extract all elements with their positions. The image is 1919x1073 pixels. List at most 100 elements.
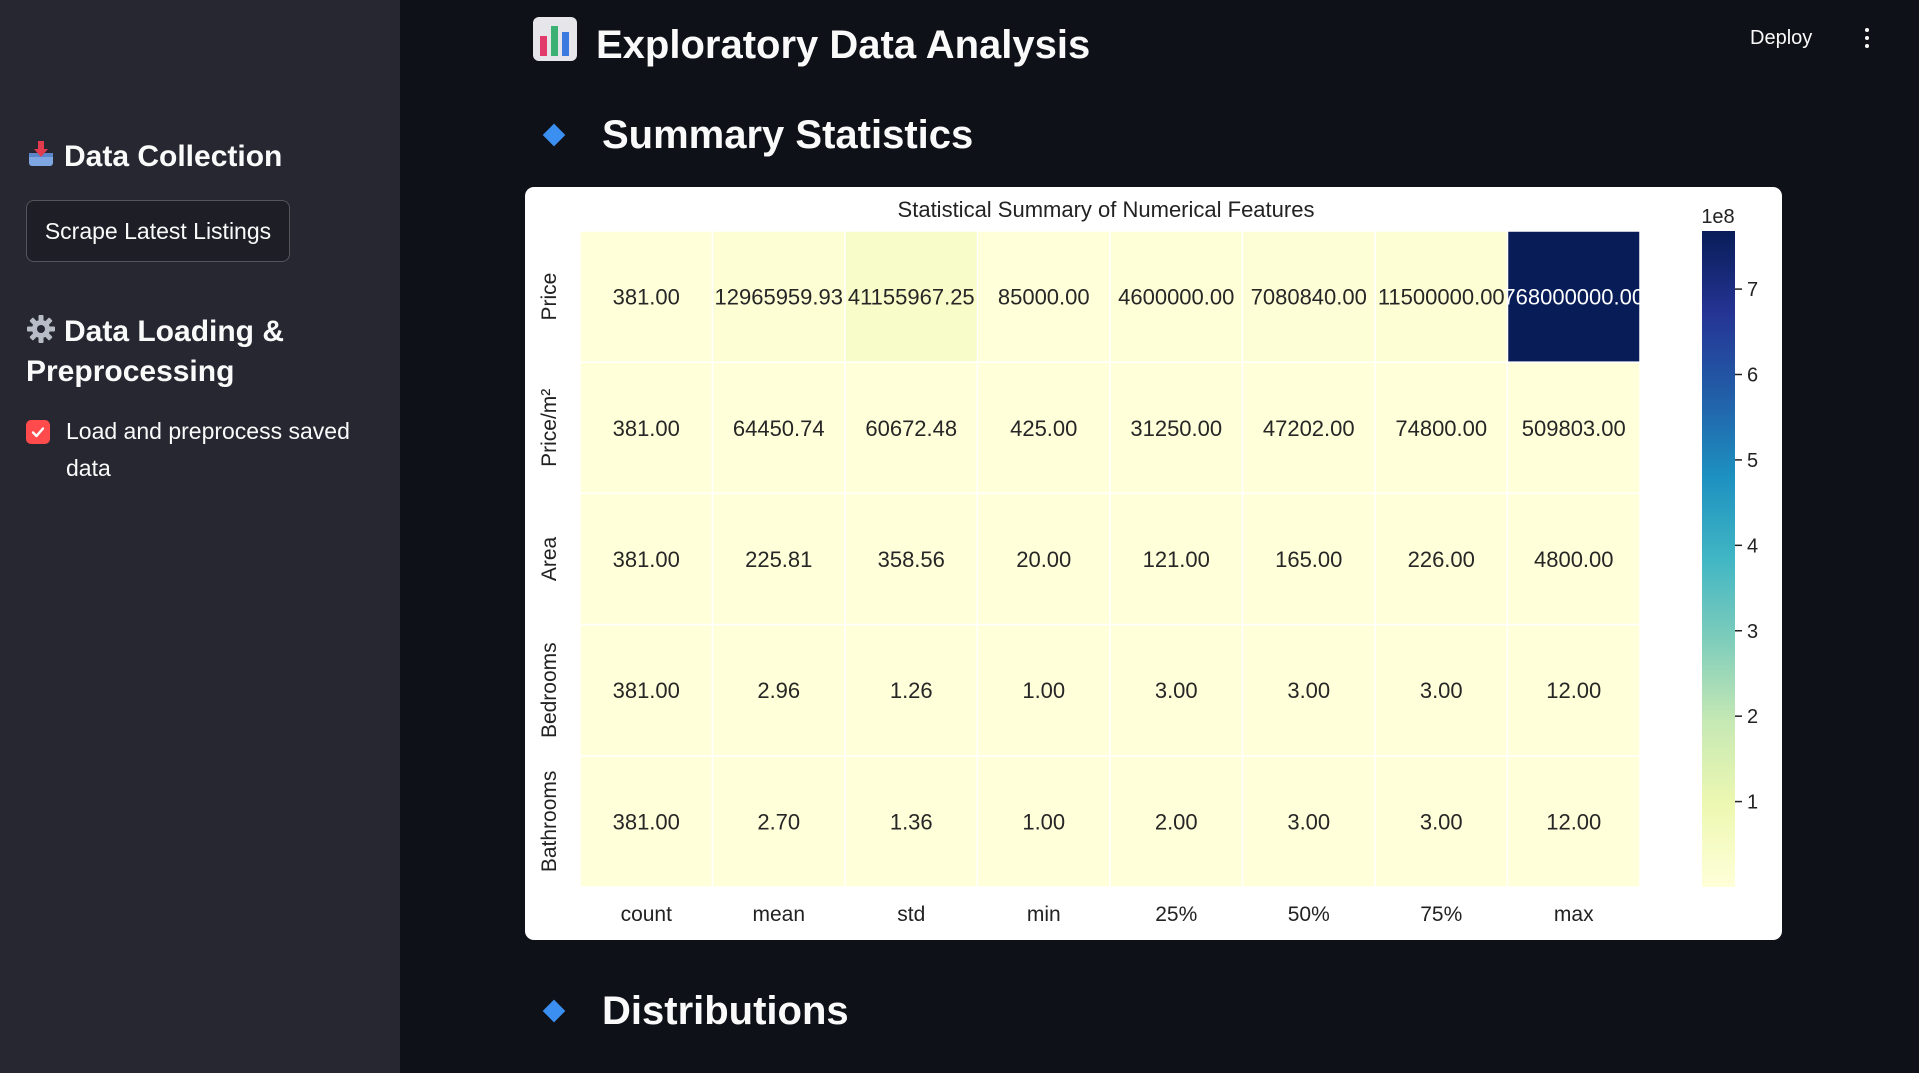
heatmap-cell	[711, 623, 846, 757]
load-preprocess-checkbox[interactable]	[26, 420, 50, 444]
heatmap-cell	[1506, 231, 1640, 363]
heatmap-cell-label: 74800.00	[1395, 416, 1487, 441]
scrape-button-label: Scrape Latest Listings	[44, 217, 272, 244]
heatmap-cell	[1241, 623, 1376, 757]
bar-chart-icon	[532, 16, 578, 73]
heatmap-cell-label: 3.00	[1155, 678, 1198, 703]
heatmap-cell-label: 3.00	[1420, 809, 1463, 834]
checkmark-icon	[31, 427, 45, 438]
colorbar-tick-label: 4	[1747, 535, 1758, 557]
colorbar-tick-label: 7	[1747, 279, 1758, 301]
heatmap-cell	[1109, 755, 1244, 887]
column-label: std	[897, 903, 925, 926]
row-label: Area	[538, 537, 561, 582]
heatmap-cell-label: 12965959.93	[715, 285, 843, 310]
heatmap-cell-label: 381.00	[613, 678, 680, 703]
diamond-icon	[542, 999, 566, 1023]
heatmap-cell-label: 1.00	[1022, 809, 1065, 834]
heatmap-cell	[1374, 492, 1509, 626]
column-label: count	[621, 903, 673, 926]
heatmap-cell	[711, 231, 846, 363]
heatmap-cell	[976, 755, 1111, 887]
column-label: 25%	[1155, 903, 1197, 926]
data-loading-title-line1: Data Loading &	[64, 315, 285, 348]
heatmap-cell-label: 4600000.00	[1118, 285, 1234, 310]
heatmap-cell-label: 425.00	[1010, 416, 1077, 441]
heatmap-cell	[1506, 492, 1640, 626]
heatmap-cell-label: 381.00	[613, 416, 680, 441]
row-label: Bathrooms	[538, 771, 561, 873]
summary-statistics-title: Summary Statistics	[602, 113, 974, 157]
heatmap-cell-label: 2.96	[757, 678, 800, 703]
heatmap-cell-label: 12.00	[1546, 809, 1601, 834]
heatmap-cell-label: 226.00	[1408, 547, 1475, 572]
heatmap-cell-label: 768000000.00	[1503, 285, 1644, 310]
heatmap-cell	[1374, 231, 1509, 363]
checkbox-label-line2: data	[66, 455, 111, 481]
heatmap-cell-label: 85000.00	[998, 285, 1090, 310]
heatmap-cell-label: 7080840.00	[1251, 285, 1367, 310]
colorbar-multiplier: 1e8	[1701, 206, 1734, 228]
heatmap-cell	[1109, 492, 1244, 626]
heatmap-cell-label: 121.00	[1143, 547, 1210, 572]
data-collection-header: Data Collection	[26, 138, 282, 178]
deploy-button[interactable]: Deploy	[1750, 27, 1813, 49]
chart-title: Statistical Summary of Numerical Feature…	[898, 197, 1315, 222]
summary-statistics-heading: Summary Statistics	[542, 111, 973, 159]
heatmap-cell-label: 41155967.25	[848, 285, 975, 310]
gear-icon	[26, 314, 56, 353]
heatmap-cell	[1374, 361, 1509, 495]
distributions-title: Distributions	[602, 989, 849, 1033]
main-menu-icon[interactable]	[1862, 28, 1872, 54]
heatmap-cell	[1241, 492, 1376, 626]
heatmap-cell-label: 358.56	[878, 547, 945, 572]
data-loading-title-line2: Preprocessing	[26, 354, 235, 388]
heatmap-cell	[1506, 361, 1640, 495]
heatmap-cell-label: 3.00	[1420, 678, 1463, 703]
column-label: mean	[752, 903, 805, 926]
inbox-tray-icon	[26, 139, 56, 178]
heatmap-cell-label: 3.00	[1287, 809, 1330, 834]
heatmap-cell-label: 1.26	[890, 678, 933, 703]
heatmap-cell	[580, 492, 714, 626]
column-label: 50%	[1288, 903, 1330, 926]
heatmap-cell	[580, 755, 714, 887]
heatmap-cell-label: 11500000.00	[1378, 285, 1505, 310]
column-label: min	[1027, 903, 1061, 926]
heatmap-cell-label: 31250.00	[1130, 416, 1222, 441]
checkbox-label-line1: Load and preprocess saved	[66, 418, 350, 444]
heatmap-cell-label: 2.70	[757, 809, 800, 834]
distributions-heading: Distributions	[542, 987, 849, 1035]
heatmap-svg: Statistical Summary of Numerical Feature…	[538, 197, 1758, 926]
heatmap-cell	[976, 623, 1111, 757]
heatmap-cell-label: 225.81	[745, 547, 812, 572]
heatmap-cell-label: 1.36	[890, 809, 933, 834]
heatmap-cell	[1374, 755, 1509, 887]
heatmap-cell-label: 2.00	[1155, 809, 1198, 834]
data-collection-title: Data Collection	[64, 140, 283, 173]
heatmap-cell-label: 381.00	[613, 547, 680, 572]
colorbar	[1702, 231, 1735, 887]
heatmap-cell	[1109, 231, 1244, 363]
page-title-text: Exploratory Data Analysis	[596, 22, 1091, 67]
heatmap-cell	[844, 361, 979, 495]
row-label: Bedrooms	[538, 642, 561, 738]
heatmap-cell-label: 60672.48	[865, 416, 957, 441]
heatmap-cell-label: 381.00	[613, 285, 680, 310]
heatmap-cell-label: 509803.00	[1522, 416, 1626, 441]
colorbar-tick-label: 3	[1747, 621, 1758, 643]
heatmap-cell-label: 20.00	[1016, 547, 1071, 572]
sidebar: Data Collection Scrape Latest Listings	[0, 0, 400, 1073]
heatmap-cell	[844, 755, 979, 887]
colorbar-tick-label: 1	[1747, 792, 1758, 814]
row-label: Price	[538, 273, 561, 321]
scrape-latest-listings-button[interactable]: Scrape Latest Listings	[26, 200, 290, 262]
colorbar-tick-label: 5	[1747, 450, 1758, 472]
summary-heatmap-chart: Statistical Summary of Numerical Feature…	[525, 187, 1782, 940]
heatmap-cell-label: 1.00	[1022, 678, 1065, 703]
colorbar-tick-label: 2	[1747, 706, 1758, 728]
heatmap-cell	[1109, 361, 1244, 495]
heatmap-cell	[1506, 755, 1640, 887]
heatmap-cell	[976, 231, 1111, 363]
heatmap-cell	[844, 231, 979, 363]
